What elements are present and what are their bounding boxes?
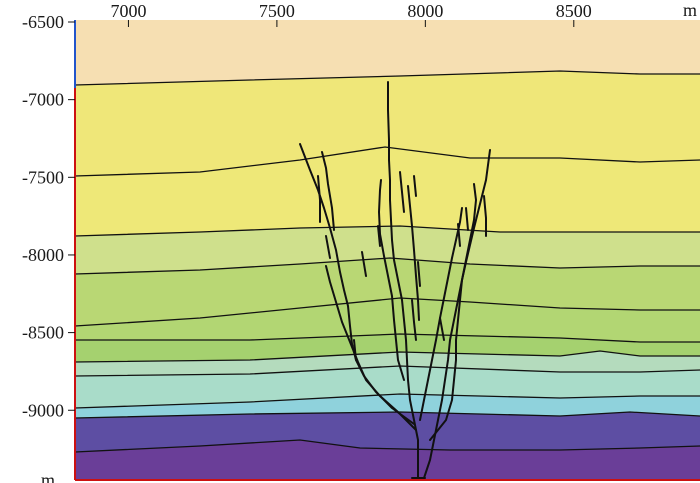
layer-boundary-11 <box>74 439 700 453</box>
x-tick-label-4: 8500 <box>556 1 592 21</box>
layer-boundary-2 <box>74 146 700 177</box>
layer-4 <box>75 226 700 274</box>
fracture-21 <box>325 235 331 259</box>
y-tick-label-4: -8000 <box>22 245 64 265</box>
layer-boundary-5 <box>74 297 700 327</box>
fracture-19 <box>411 299 417 341</box>
layer-boundary-6 <box>75 333 700 343</box>
fracture-6 <box>378 179 405 381</box>
y-axis-ticks: -6500 -7000 -7500 -8000 -8500 -9000 <box>22 12 75 420</box>
layer-8 <box>75 351 700 376</box>
fracture-18 <box>361 251 367 277</box>
y-tick-label-3: -7500 <box>22 167 64 187</box>
layer-1 <box>75 20 700 85</box>
layer-boundary-9 <box>74 393 700 409</box>
axes <box>74 20 700 481</box>
fracture-9 <box>317 175 321 223</box>
layer-boundary-3 <box>74 225 700 237</box>
layer-boundary-8 <box>74 365 700 377</box>
y-axis-unit: m <box>41 470 55 483</box>
y-tick-label-1: -6500 <box>22 12 64 32</box>
layer-boundary-1 <box>74 70 700 86</box>
x-axis-ticks: 7000 7500 8000 8500 <box>110 1 592 27</box>
fracture-14 <box>377 225 381 247</box>
layer-10 <box>75 394 700 418</box>
y-tick-label-5: -8500 <box>22 323 64 343</box>
x-tick-label-2: 7500 <box>259 1 295 21</box>
x-tick-label-1: 7000 <box>110 1 146 21</box>
layer-6 <box>75 298 700 342</box>
x-axis-unit: m <box>683 0 697 20</box>
fracture-network <box>299 81 491 479</box>
y-tick-label-2: -7000 <box>22 90 64 110</box>
fracture-23 <box>417 261 421 287</box>
fracture-17 <box>483 195 487 237</box>
fracture-10 <box>321 151 335 231</box>
fracture-7 <box>419 207 463 421</box>
layer-boundary-10 <box>74 411 700 419</box>
fracture-11 <box>407 185 420 321</box>
fracture-12 <box>399 171 405 213</box>
fracture-8 <box>429 183 477 441</box>
fracture-5 <box>299 143 415 425</box>
layer-boundary-4 <box>74 257 700 275</box>
layer-11 <box>75 412 700 452</box>
stratigraphic-layers <box>74 20 700 480</box>
fracture-22 <box>353 339 357 361</box>
y-tick-label-6: -9000 <box>22 400 64 420</box>
x-tick-label-3: 8000 <box>407 1 443 21</box>
fracture-1 <box>387 81 419 479</box>
fracture-15 <box>457 223 461 247</box>
layer-boundary-7 <box>74 350 700 363</box>
fracture-3 <box>423 149 491 479</box>
layer-3 <box>75 147 700 236</box>
layer-5 <box>75 258 700 326</box>
fracture-13 <box>413 175 417 197</box>
fracture-20 <box>439 317 445 341</box>
fracture-16 <box>465 207 469 231</box>
